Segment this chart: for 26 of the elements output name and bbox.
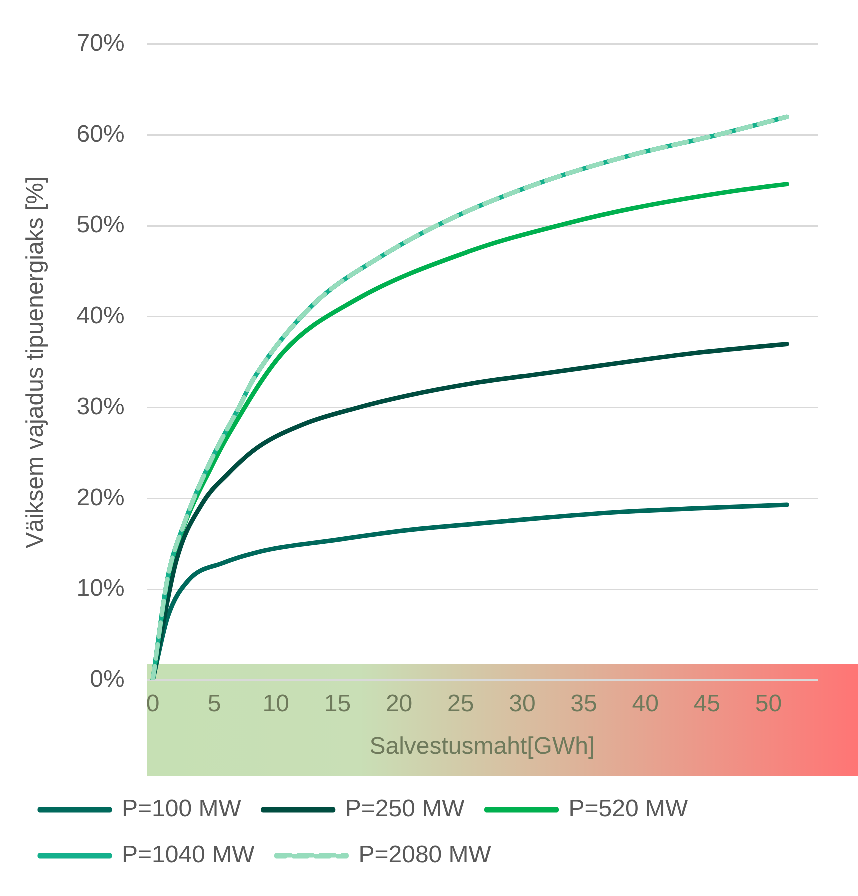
legend-label: P=2080 MW	[358, 842, 492, 869]
y-tick-label: 20%	[76, 484, 125, 512]
y-tick-label: 50%	[76, 212, 125, 239]
x-tick-label: 15	[324, 690, 352, 718]
x-tick-label: 30	[509, 690, 536, 718]
y-tick-label: 40%	[76, 302, 125, 330]
x-tick-label: 25	[448, 690, 474, 718]
y-tick-label: 0%	[90, 666, 125, 694]
x-tick-label: 45	[694, 690, 721, 718]
legend-label: P=520 MW	[568, 796, 688, 823]
y-tick-label: 70%	[76, 30, 125, 58]
y-tick-label: 30%	[76, 393, 125, 420]
x-tick-label: 40	[632, 690, 659, 718]
legend-label: P=100 MW	[122, 796, 242, 823]
x-tick-label: 10	[262, 690, 290, 718]
legend-label: P=1040 MW	[122, 842, 256, 869]
x-tick-label: 0	[146, 690, 160, 718]
y-tick-label: 10%	[76, 575, 125, 602]
y-tick-label: 60%	[76, 120, 125, 148]
legend-label: P=250 MW	[345, 796, 466, 823]
x-tick-label: 5	[208, 690, 222, 718]
x-tick-label: 20	[386, 690, 413, 718]
y-axis-title: Väiksem vajadus tipuenergiaks [%]	[22, 176, 50, 548]
x-axis-title: Salvestusmaht[GWh]	[370, 733, 596, 760]
x-tick-label: 50	[755, 690, 782, 718]
x-tick-label: 35	[570, 690, 598, 718]
